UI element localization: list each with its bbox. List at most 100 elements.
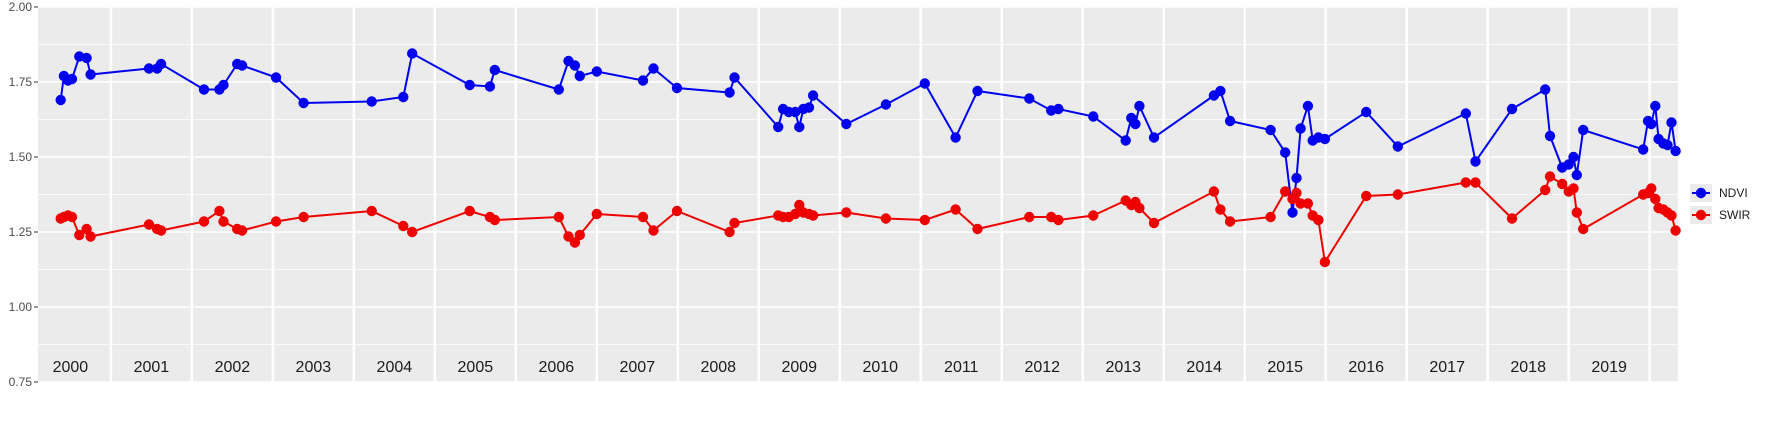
legend-label-swir: SWIR [1719,208,1751,222]
data-point-swir [724,226,735,238]
year-label: 2001 [134,359,170,376]
data-point-swir [1280,186,1291,197]
data-point-swir [1470,177,1481,188]
data-point-ndvi [773,121,784,133]
data-point-ndvi [1319,133,1331,145]
data-point-swir [807,210,819,221]
data-point-swir [574,229,585,241]
data-point-ndvi [85,69,96,80]
data-point-swir [1666,210,1677,221]
data-point-ndvi [880,99,892,110]
data-point-swir [1670,225,1681,236]
data-point-ndvi [794,121,805,133]
data-point-swir [1224,216,1236,227]
data-point-ndvi [807,90,819,101]
year-label: 2018 [1510,359,1546,376]
y-tick-label: 1.50 [9,150,33,164]
data-point-swir [155,225,167,236]
year-label: 2019 [1591,359,1627,376]
data-point-ndvi [464,79,475,91]
data-point-ndvi [398,91,409,103]
data-point-swir [1134,202,1145,214]
data-point-ndvi [574,70,585,82]
year-label: 2006 [539,359,575,376]
data-point-swir [1302,198,1314,209]
data-point-ndvi [1148,132,1160,143]
data-point-ndvi [1134,100,1145,112]
data-point-ndvi [55,94,66,106]
data-point-ndvi [155,58,167,70]
data-point-ndvi [1302,100,1314,112]
data-point-ndvi [637,75,649,86]
data-point-swir [1578,223,1589,235]
data-point-swir [270,216,282,227]
data-point-swir [1544,171,1556,182]
data-point-ndvi [1265,124,1276,136]
data-point-ndvi [1506,103,1518,115]
data-point-ndvi [648,63,659,74]
y-axis: 0.75 1.00 1.25 1.50 1.75 2.00 [9,0,38,389]
data-point-ndvi [1650,100,1661,112]
data-point-swir [218,216,229,227]
data-point-swir [1265,211,1276,223]
year-label: 2003 [296,359,332,376]
data-point-ndvi [1666,117,1677,128]
data-point-ndvi [1215,85,1226,97]
data-point-swir [198,216,210,227]
data-point-ndvi [569,60,581,71]
data-point-swir [972,223,983,235]
year-label: 2015 [1267,359,1303,376]
data-point-ndvi [218,79,229,91]
data-point-ndvi [1568,151,1579,163]
legend-key-point [1695,209,1707,221]
year-label: 2009 [781,359,817,376]
data-point-ndvi [1280,147,1291,158]
year-label: 2010 [862,359,898,376]
data-point-swir [1540,184,1551,196]
data-point-ndvi [1460,108,1472,119]
data-point-ndvi [1563,159,1574,170]
data-series [55,48,1681,268]
data-point-swir [464,205,475,217]
data-point-swir [1506,213,1518,224]
year-labels: 2000 2001 2002 2003 2004 2005 2006 2007 2008 2009… [53,359,1627,376]
data-point-ndvi [1295,123,1306,134]
data-point-swir [214,205,225,217]
data-point-ndvi [1361,106,1372,118]
data-point-ndvi [671,82,683,94]
data-point-ndvi [1291,172,1302,184]
data-point-ndvi [484,81,496,92]
data-point-ndvi [1540,84,1551,95]
major-gridlines [38,6,1678,383]
year-label: 2014 [1186,359,1222,376]
data-point-ndvi [143,63,155,74]
data-point-swir [1571,207,1583,218]
data-point-ndvi [1571,169,1583,181]
data-point-ndvi [236,60,248,71]
data-point-ndvi [803,102,815,113]
data-point-swir [66,211,78,223]
data-point-swir [1313,214,1324,226]
minor-gridlines [38,44,1678,345]
data-point-swir [143,219,155,230]
data-point-swir [950,204,961,215]
data-point-swir [1088,210,1099,221]
data-point-swir [1361,190,1372,202]
data-point-swir [1319,256,1331,268]
data-point-ndvi [790,106,801,118]
data-point-swir [919,214,930,226]
year-label: 2017 [1429,359,1465,376]
data-point-ndvi [1088,111,1099,122]
data-point-swir [298,211,309,223]
year-dividers [109,7,1651,382]
data-point-ndvi [1470,156,1481,167]
data-point-ndvi [81,52,92,64]
year-label: 2012 [1024,359,1060,376]
data-point-swir [880,213,892,224]
data-point-swir [407,226,418,238]
data-point-ndvi [1130,118,1141,130]
data-point-ndvi [591,66,602,77]
data-point-swir [637,211,649,223]
data-point-swir [569,237,581,248]
